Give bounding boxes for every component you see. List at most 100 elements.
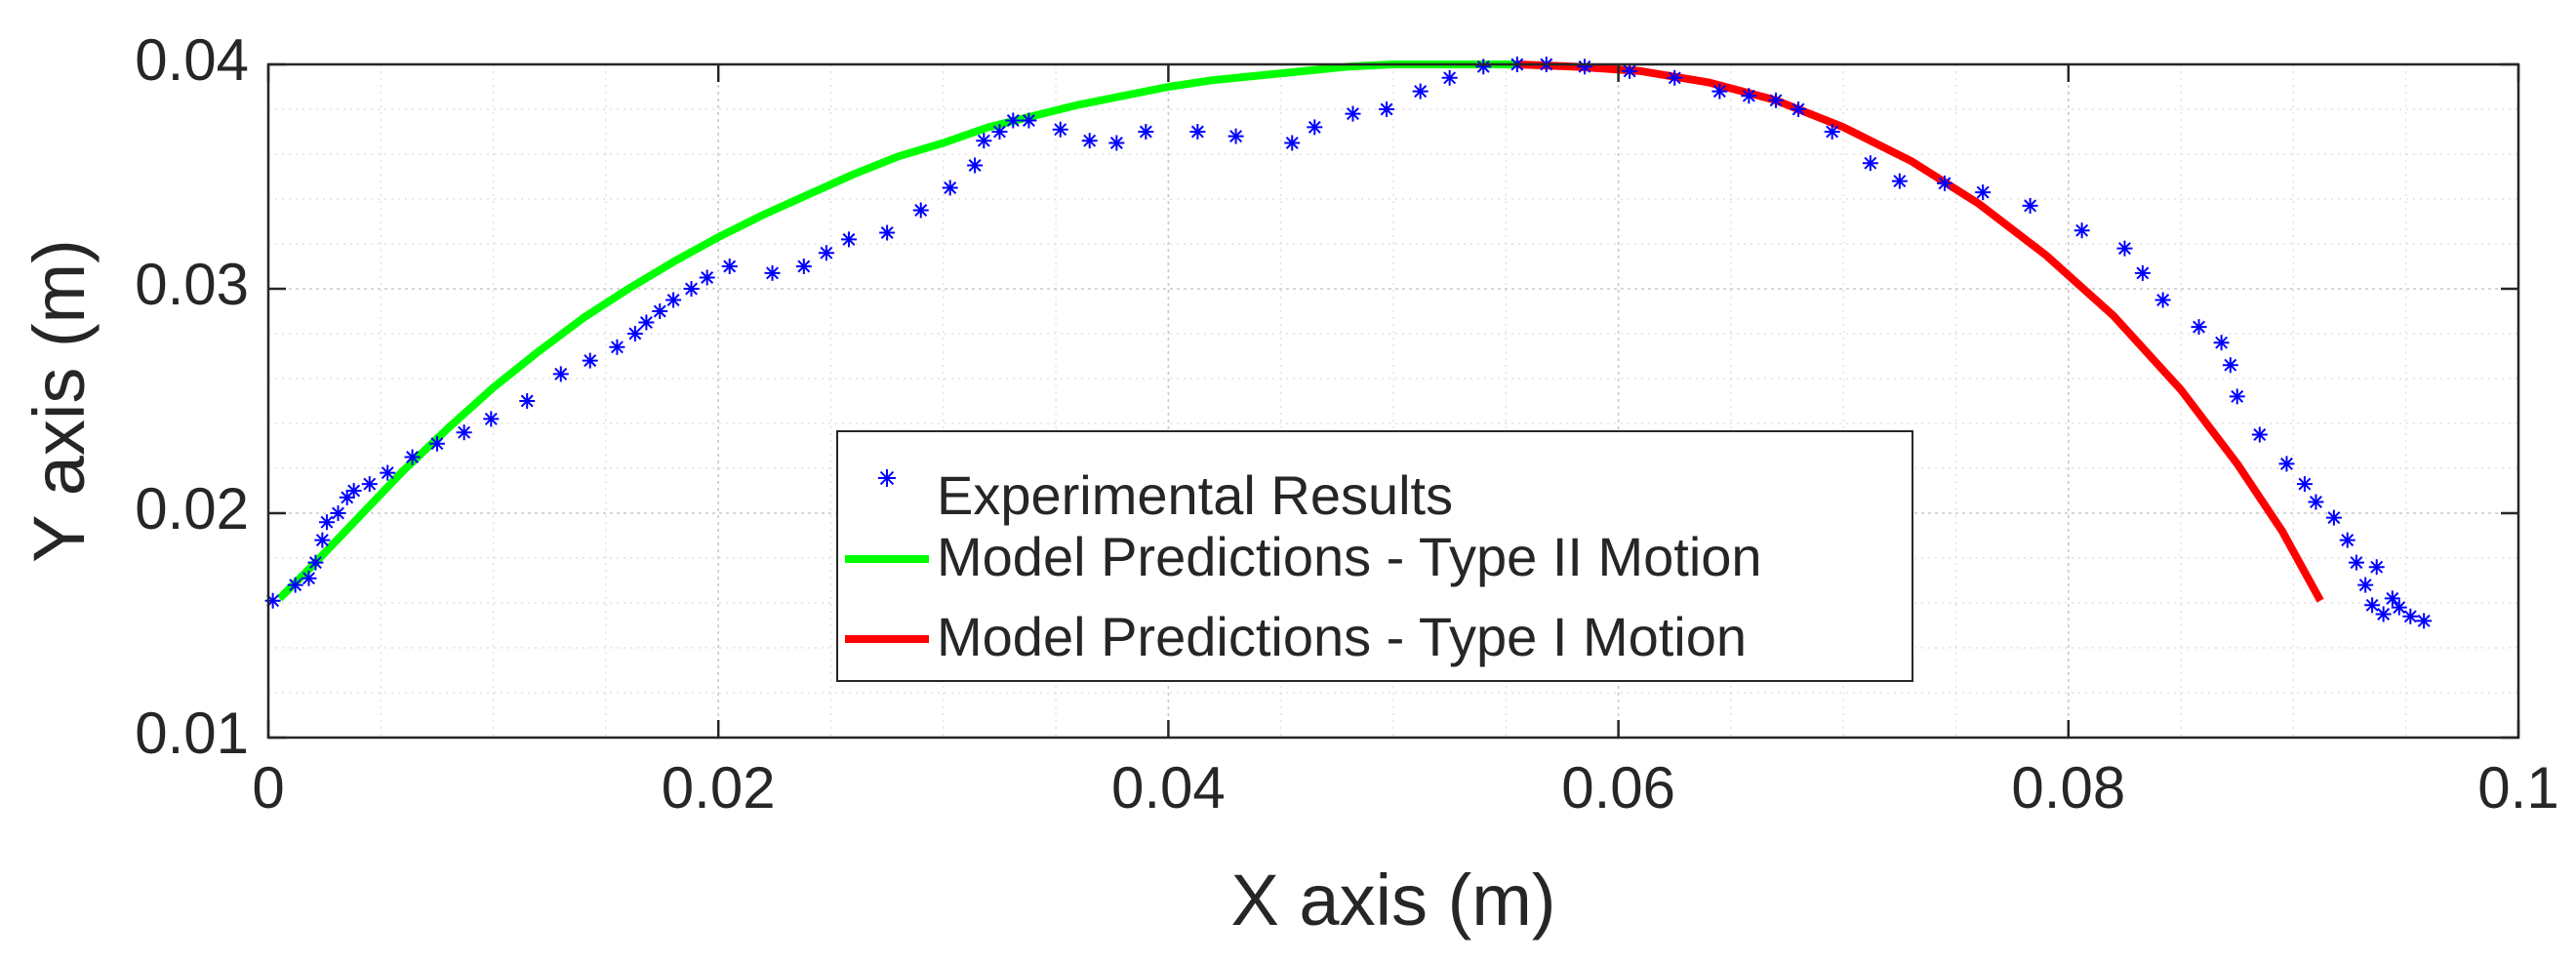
experimental-point <box>1345 105 1361 122</box>
experimental-point <box>2278 456 2295 472</box>
experimental-point <box>795 259 812 274</box>
star-stroke <box>666 294 680 306</box>
experimental-point <box>1936 175 1952 191</box>
experimental-point <box>991 124 1008 140</box>
experimental-point <box>1081 133 1098 149</box>
experimental-point <box>1005 112 1022 129</box>
star-stroke <box>2386 591 2399 605</box>
y-tick-label: 0.04 <box>135 27 249 93</box>
experimental-point <box>1307 119 1323 136</box>
star-stroke <box>2231 389 2244 403</box>
star-stroke <box>1380 102 1393 116</box>
experimental-point <box>428 435 445 452</box>
star-stroke <box>554 367 568 380</box>
star-stroke <box>289 579 302 592</box>
experimental-point <box>1862 155 1878 172</box>
x-tick-label: 0.08 <box>2011 755 2125 821</box>
star-stroke <box>2298 477 2312 491</box>
star-stroke <box>1054 123 1067 137</box>
experimental-point <box>1138 124 1154 140</box>
plot-frame <box>266 62 2520 740</box>
legend-star-marker <box>878 469 896 487</box>
legend-label-type-ii: Model Predictions - Type II Motion <box>937 526 1762 587</box>
series-layer <box>264 57 2433 629</box>
experimental-point <box>2325 509 2342 526</box>
experimental-point <box>307 554 324 571</box>
star-stroke <box>1285 137 1299 149</box>
star-stroke <box>2193 320 2206 334</box>
star-stroke <box>2370 560 2384 574</box>
y-tick-label: 0.01 <box>135 701 249 766</box>
axis-ticks <box>266 62 2520 740</box>
experimental-point <box>2402 608 2419 624</box>
star-stroke <box>1864 156 1877 170</box>
star-stroke <box>944 181 957 194</box>
star-stroke <box>2358 579 2372 592</box>
star-stroke <box>2377 608 2391 621</box>
star-stroke <box>1976 185 1990 199</box>
star-stroke <box>1443 71 1457 85</box>
experimental-point <box>380 464 396 481</box>
experimental-point <box>2308 494 2324 510</box>
experimental-point <box>764 264 781 281</box>
star-stroke <box>1938 177 1952 190</box>
star-stroke <box>315 534 329 547</box>
star-stroke <box>2253 428 2267 441</box>
y-tick-labels: 0.01 0.02 0.03 0.04 <box>135 27 249 766</box>
experimental-point <box>638 314 655 331</box>
legend: Experimental Results Model Predictions -… <box>836 430 1913 682</box>
experimental-point <box>361 476 378 493</box>
experimental-point <box>552 366 569 382</box>
experimental-point <box>2368 559 2385 576</box>
experimental-point <box>1021 112 1037 129</box>
x-tick-label: 0.06 <box>1561 755 1675 821</box>
star-stroke <box>2117 242 2131 256</box>
star-stroke <box>977 134 990 147</box>
experimental-point <box>1441 69 1458 86</box>
experimental-point <box>1975 184 1992 201</box>
star-stroke <box>430 437 444 451</box>
experimental-point <box>2357 577 2374 593</box>
star-stroke <box>914 204 928 217</box>
star-stroke <box>1623 64 1636 78</box>
legend-box <box>836 430 1913 682</box>
x-axis-label: X axis (m) <box>1231 860 1556 941</box>
experimental-points <box>264 57 2433 629</box>
star-stroke <box>1476 60 1490 73</box>
experimental-point <box>912 202 929 219</box>
star-stroke <box>1578 60 1591 73</box>
star-stroke <box>308 556 322 570</box>
experimental-point <box>1741 88 1757 104</box>
experimental-point <box>626 326 643 341</box>
star-stroke <box>2215 336 2229 349</box>
experimental-point <box>2154 292 2171 308</box>
type-i-model-line <box>1516 60 2324 603</box>
experimental-point <box>1228 128 1244 144</box>
experimental-point <box>683 281 700 297</box>
y-tick-label: 0.02 <box>135 476 249 541</box>
star-stroke <box>2327 511 2341 525</box>
legend-marker-star-icon <box>878 469 896 487</box>
star-stroke <box>2075 223 2089 237</box>
experimental-point <box>2022 197 2038 214</box>
experimental-point <box>582 352 598 369</box>
x-tick-labels: 0 0.02 0.04 0.06 0.08 0.1 <box>252 755 2558 821</box>
x-tick-label: 0.02 <box>662 755 776 821</box>
star-stroke <box>1826 125 1839 139</box>
star-stroke <box>381 466 394 480</box>
star-stroke <box>1109 137 1123 149</box>
experimental-point <box>1475 59 1492 75</box>
star-stroke <box>2024 199 2037 213</box>
star-stroke <box>1414 85 1428 99</box>
experimental-point <box>318 514 335 531</box>
experimental-point <box>2384 590 2400 607</box>
star-stroke <box>1769 94 1783 107</box>
star-stroke <box>879 470 895 486</box>
star-stroke <box>2224 358 2237 372</box>
star-stroke <box>406 451 420 463</box>
experimental-point <box>519 393 536 409</box>
star-stroke <box>1308 120 1321 134</box>
experimental-point <box>942 180 958 196</box>
